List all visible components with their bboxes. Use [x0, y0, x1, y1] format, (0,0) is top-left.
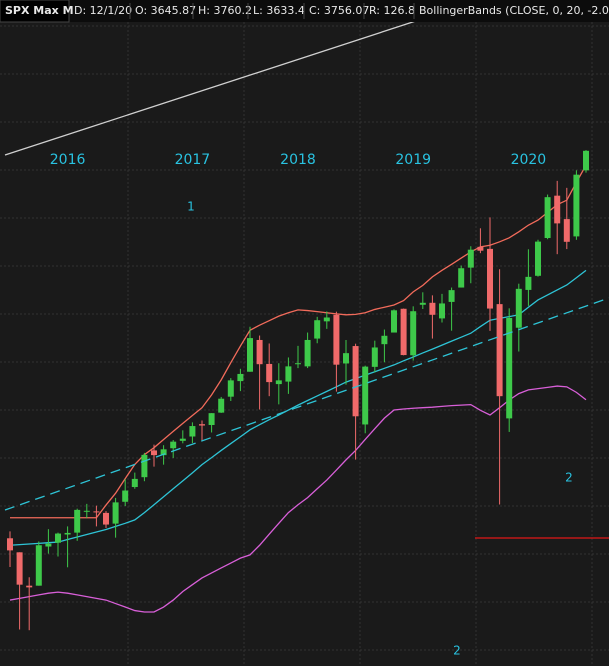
candle-body	[275, 380, 282, 385]
trend-line	[4, 17, 426, 156]
header-box	[0, 0, 70, 23]
candle-body	[554, 195, 561, 224]
annotation: 2	[565, 471, 573, 485]
candle-body	[448, 290, 455, 302]
candle-body	[371, 347, 378, 367]
candle-body	[179, 438, 186, 441]
candle-body	[419, 302, 426, 305]
year-label: 2020	[511, 152, 547, 168]
candle-body	[563, 219, 570, 242]
candle-body	[477, 246, 484, 251]
candle-body	[391, 310, 397, 333]
candle-body	[74, 509, 81, 533]
candle-body	[35, 545, 42, 586]
candle-body	[64, 532, 71, 535]
candle-body	[199, 424, 205, 426]
header-field: R: 126.8	[369, 4, 415, 17]
annotation: 1	[187, 200, 195, 214]
header-field: D: 12/1/20	[74, 4, 132, 17]
candle-body	[55, 533, 61, 543]
candle-body	[400, 308, 407, 356]
candle-body	[93, 511, 100, 513]
band-line	[9, 385, 587, 613]
candle-body	[381, 335, 388, 345]
candle-body	[208, 413, 215, 425]
header-field: H: 3760.2	[198, 4, 252, 17]
candle-body	[227, 380, 234, 397]
symbol: SPX Max M	[5, 4, 74, 17]
candle-body	[160, 449, 167, 456]
candle-body	[170, 441, 177, 449]
candle-body	[122, 490, 129, 502]
candle-body	[429, 302, 436, 315]
candle-body	[295, 363, 301, 365]
candle-body	[256, 339, 263, 365]
candle-body	[525, 276, 532, 290]
candle-body	[237, 373, 244, 382]
candle-body	[83, 510, 90, 512]
candle-body	[583, 150, 589, 171]
candle-body	[45, 543, 52, 547]
candle-body	[7, 538, 13, 551]
candle-body	[151, 450, 157, 456]
candle-body	[103, 512, 109, 525]
candle-body	[16, 552, 23, 585]
candle-body	[544, 197, 551, 239]
candle-body	[323, 317, 330, 322]
candle-body	[247, 338, 253, 372]
candle-body	[112, 502, 119, 524]
header-field: C: 3756.07	[309, 4, 369, 17]
candle-body	[141, 454, 148, 478]
header: SPX Max M D: 12/1/20 O: 3645.87 H: 3760.…	[0, 0, 609, 23]
candle-body	[352, 346, 359, 417]
candle-body	[362, 366, 369, 425]
candle-body	[343, 353, 349, 364]
candle-body	[515, 288, 522, 328]
year-label: 2017	[175, 152, 211, 168]
candle-body	[285, 366, 292, 382]
candle-body	[304, 339, 311, 367]
candle-body	[266, 363, 273, 383]
candle-body	[410, 311, 417, 356]
candle-body	[189, 426, 196, 437]
header-field: O: 3645.87	[135, 4, 196, 17]
trend-line	[4, 297, 609, 511]
year-label: 2016	[50, 152, 86, 168]
candle-body	[333, 314, 340, 365]
candle-body	[26, 585, 33, 588]
year-label: 2018	[280, 152, 316, 168]
candle-body	[218, 398, 225, 413]
candle-body	[131, 478, 138, 488]
year-label: 2019	[395, 152, 431, 168]
marks: 2016 2017 2018 2019 2020	[7, 150, 589, 631]
candle-body	[467, 249, 474, 268]
grid	[0, 22, 609, 666]
candle-body	[458, 268, 465, 288]
annotation: 2	[453, 644, 461, 658]
candle-body	[314, 320, 321, 339]
candle-body	[439, 303, 445, 319]
candle-body	[535, 241, 541, 276]
candle-body	[487, 248, 493, 309]
candle-body	[506, 317, 513, 419]
header-field: L: 3633.4	[253, 4, 305, 17]
candle-body	[573, 174, 580, 237]
study-label: BollingerBands (CLOSE, 0, 20, -2.0, 2.0)	[419, 4, 609, 17]
candle-body	[496, 304, 503, 397]
